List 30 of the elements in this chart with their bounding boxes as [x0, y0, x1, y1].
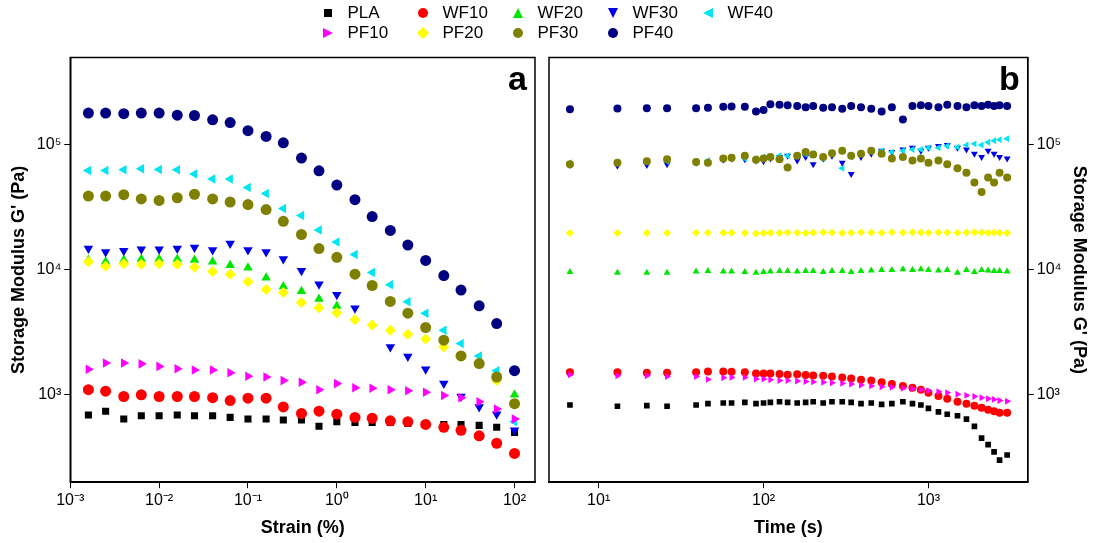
y-axis-title: Storage Modulus G' (Pa) [7, 165, 28, 375]
x-tick-label: 10² [751, 491, 776, 509]
y-axis-title: Storage Modulus G' (Pa) [1070, 165, 1091, 375]
x-tick-label: 10⁻² [145, 491, 174, 509]
legend-label: PF30 [537, 22, 579, 43]
legend-label: PF40 [632, 22, 674, 43]
y-tick-label: 10⁴ [1036, 260, 1062, 278]
legend-label: WF20 [537, 2, 583, 23]
x-axis-title: Strain (%) [260, 517, 345, 538]
legend-label: WF40 [727, 2, 773, 23]
y-tick-label: 10⁴ [36, 260, 62, 278]
annotation: b [998, 58, 1020, 97]
y-tick-label: 10³ [38, 385, 62, 403]
legend-label: PLA [347, 2, 380, 23]
x-tick-label: 10³ [916, 491, 941, 509]
legend-label: PF20 [442, 22, 484, 43]
legend-label: WF10 [442, 2, 488, 23]
x-tick-label: 10⁻³ [56, 491, 86, 509]
y-tick-label: 10³ [1036, 385, 1061, 403]
x-tick-label: 10⁻¹ [233, 491, 263, 509]
annotation: a [508, 58, 529, 97]
y-tick-label: 10⁵ [36, 135, 62, 153]
x-tick-label: 10¹ [587, 491, 611, 509]
legend-label: WF30 [632, 2, 678, 23]
legend-label: PF10 [347, 22, 389, 43]
y-tick-label: 10⁵ [1036, 135, 1062, 153]
x-axis-title: Time (s) [754, 517, 823, 538]
x-tick-label: 10¹ [414, 491, 438, 509]
x-tick-label: 10² [502, 491, 527, 509]
x-tick-label: 10⁰ [324, 491, 349, 509]
